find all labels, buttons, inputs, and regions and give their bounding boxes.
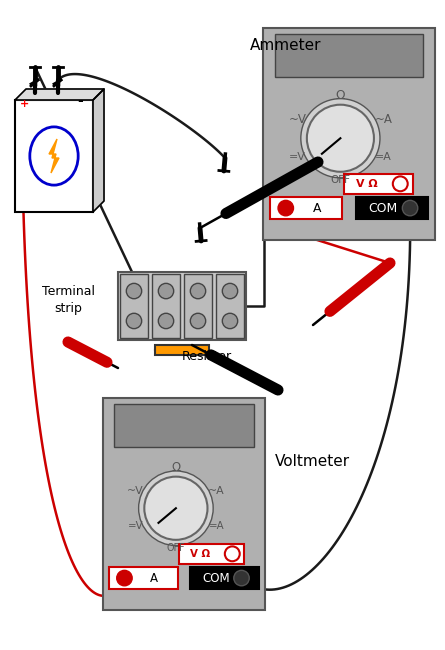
Text: Voltmeter: Voltmeter <box>275 454 350 469</box>
Bar <box>179 544 244 564</box>
Bar <box>120 274 148 338</box>
Text: A: A <box>312 202 321 214</box>
Text: Terminal
strip: Terminal strip <box>41 285 94 315</box>
Circle shape <box>393 176 408 191</box>
Circle shape <box>144 476 207 540</box>
Bar <box>103 398 265 610</box>
Circle shape <box>222 313 238 329</box>
Circle shape <box>126 283 142 299</box>
Bar <box>270 198 342 219</box>
Bar <box>114 404 254 447</box>
Bar <box>344 174 413 194</box>
Bar <box>263 28 435 240</box>
Text: =A: =A <box>375 151 392 162</box>
Bar <box>356 198 428 219</box>
Ellipse shape <box>30 127 78 185</box>
Text: V Ω: V Ω <box>190 549 210 559</box>
Text: A: A <box>150 571 158 584</box>
Circle shape <box>190 313 206 329</box>
Circle shape <box>234 570 249 586</box>
Circle shape <box>402 200 418 216</box>
Text: ~A: ~A <box>208 486 225 496</box>
Circle shape <box>190 283 206 299</box>
Circle shape <box>222 283 238 299</box>
Text: Ω: Ω <box>336 89 345 102</box>
Circle shape <box>139 471 213 545</box>
Bar <box>190 567 259 589</box>
Text: =A: =A <box>209 521 224 530</box>
Circle shape <box>301 99 380 178</box>
Text: ~V: ~V <box>127 486 144 496</box>
Text: +: + <box>20 99 29 109</box>
Circle shape <box>307 105 374 172</box>
Text: Ω: Ω <box>171 462 181 474</box>
Text: =V: =V <box>289 151 306 162</box>
Circle shape <box>158 283 174 299</box>
Text: COM: COM <box>369 202 398 214</box>
Text: ~V: ~V <box>288 113 307 126</box>
Bar <box>275 34 423 77</box>
Bar <box>184 274 212 338</box>
Bar <box>155 345 209 355</box>
Polygon shape <box>93 89 104 212</box>
Circle shape <box>158 313 174 329</box>
Circle shape <box>278 200 294 216</box>
Bar <box>118 272 246 340</box>
Text: Resistor: Resistor <box>182 350 232 363</box>
Polygon shape <box>15 89 104 100</box>
Text: ~A: ~A <box>374 113 392 126</box>
Text: V Ω: V Ω <box>356 179 377 188</box>
Polygon shape <box>49 139 59 173</box>
Text: COM: COM <box>202 571 230 584</box>
Bar <box>109 567 178 589</box>
Text: OFF: OFF <box>166 543 185 552</box>
Circle shape <box>126 313 142 329</box>
Circle shape <box>117 570 132 586</box>
Text: =V: =V <box>128 521 143 530</box>
Bar <box>152 274 180 338</box>
Circle shape <box>225 547 240 561</box>
Text: Ammeter: Ammeter <box>250 38 321 53</box>
Text: OFF: OFF <box>330 175 350 185</box>
Text: -: - <box>77 94 83 108</box>
Bar <box>15 100 93 212</box>
Bar <box>216 274 244 338</box>
